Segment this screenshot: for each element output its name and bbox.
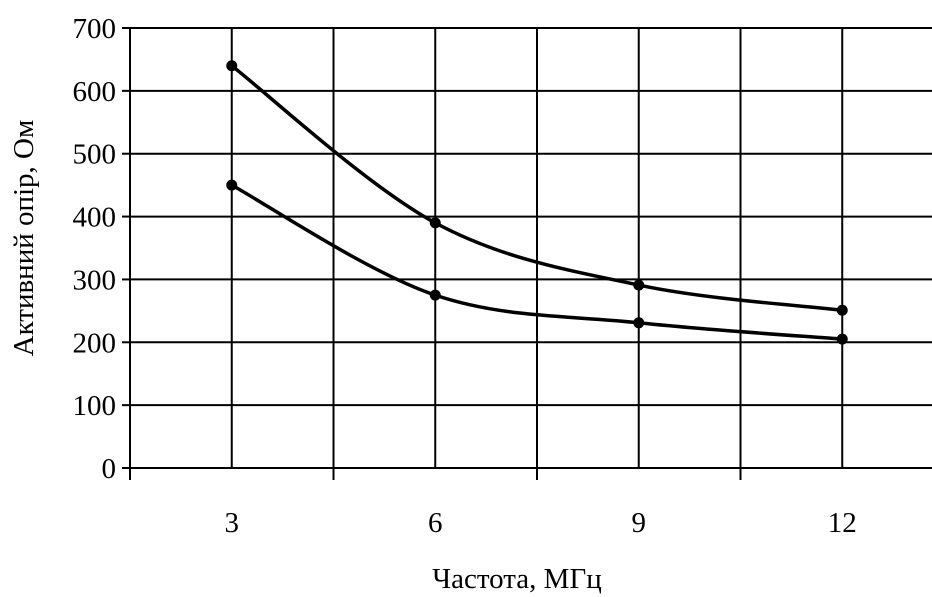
y-tick-label: 400	[73, 202, 117, 234]
y-tick-label: 600	[73, 76, 117, 108]
x-tick-label: 6	[428, 507, 443, 539]
data-point	[633, 317, 645, 329]
grid	[130, 27, 932, 468]
x-axis-label: Частота, МГц	[432, 563, 601, 595]
series-line	[230, 64, 843, 312]
y-tick-label: 300	[73, 264, 117, 296]
data-point	[633, 279, 645, 291]
data-point	[429, 217, 441, 229]
y-tick-label: 700	[73, 13, 117, 45]
data-point	[836, 333, 848, 345]
y-axis-label: Активний опір, Ом	[8, 120, 40, 357]
axes	[129, 28, 932, 469]
x-tick-label: 3	[225, 507, 240, 539]
x-tick-label: 9	[632, 507, 647, 539]
data-point	[226, 179, 238, 191]
series-line	[230, 183, 843, 341]
data-point	[429, 289, 441, 301]
ticks: 0 100 200 300 400 500 600 700 3 6 9 12	[73, 13, 857, 539]
y-tick-label: 200	[73, 327, 117, 359]
y-tick-label: 500	[73, 139, 117, 171]
data-point	[836, 304, 848, 316]
data-point	[226, 60, 238, 72]
y-tick-label: 100	[73, 390, 117, 422]
x-tick-label: 12	[828, 507, 857, 539]
series-group	[226, 60, 848, 345]
y-tick-label: 0	[102, 453, 117, 485]
